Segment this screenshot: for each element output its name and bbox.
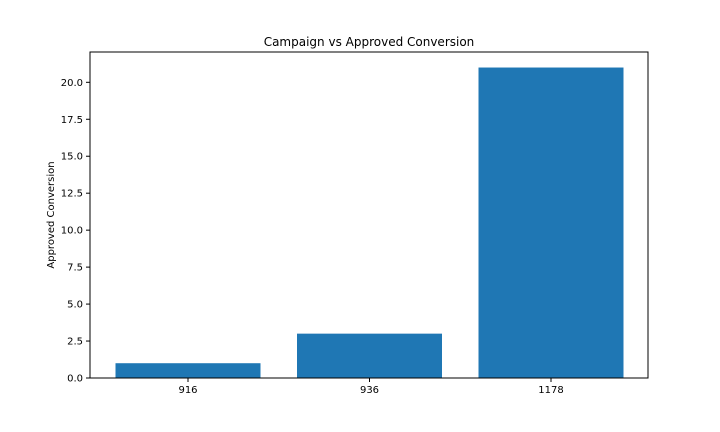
y-tick-label: 12.5 (61, 189, 83, 200)
y-tick-label: 7.5 (67, 263, 83, 274)
bar-1178 (478, 67, 624, 379)
y-tick-label: 10.0 (61, 226, 83, 237)
bar-936 (297, 333, 442, 378)
chart-title: Campaign vs Approved Conversion (264, 35, 475, 49)
y-tick-label: 0.0 (67, 374, 83, 385)
y-axis: 0.0 2.5 5.0 7.5 10.0 12.5 15.0 17.5 20.0 (61, 78, 90, 385)
y-tick-label: 2.5 (67, 337, 83, 348)
y-tick-label: 15.0 (61, 152, 83, 163)
y-tick-label: 5.0 (67, 300, 83, 311)
bars-group (115, 67, 624, 379)
y-tick-label: 20.0 (61, 78, 83, 89)
y-axis-label: Approved Conversion (46, 161, 57, 268)
bar-916 (115, 363, 261, 378)
x-tick-label: 1178 (538, 385, 563, 396)
x-tick-label: 936 (360, 385, 379, 396)
y-tick-label: 17.5 (61, 115, 83, 126)
x-tick-label: 916 (178, 385, 197, 396)
x-axis: 916 936 1178 (178, 378, 564, 396)
